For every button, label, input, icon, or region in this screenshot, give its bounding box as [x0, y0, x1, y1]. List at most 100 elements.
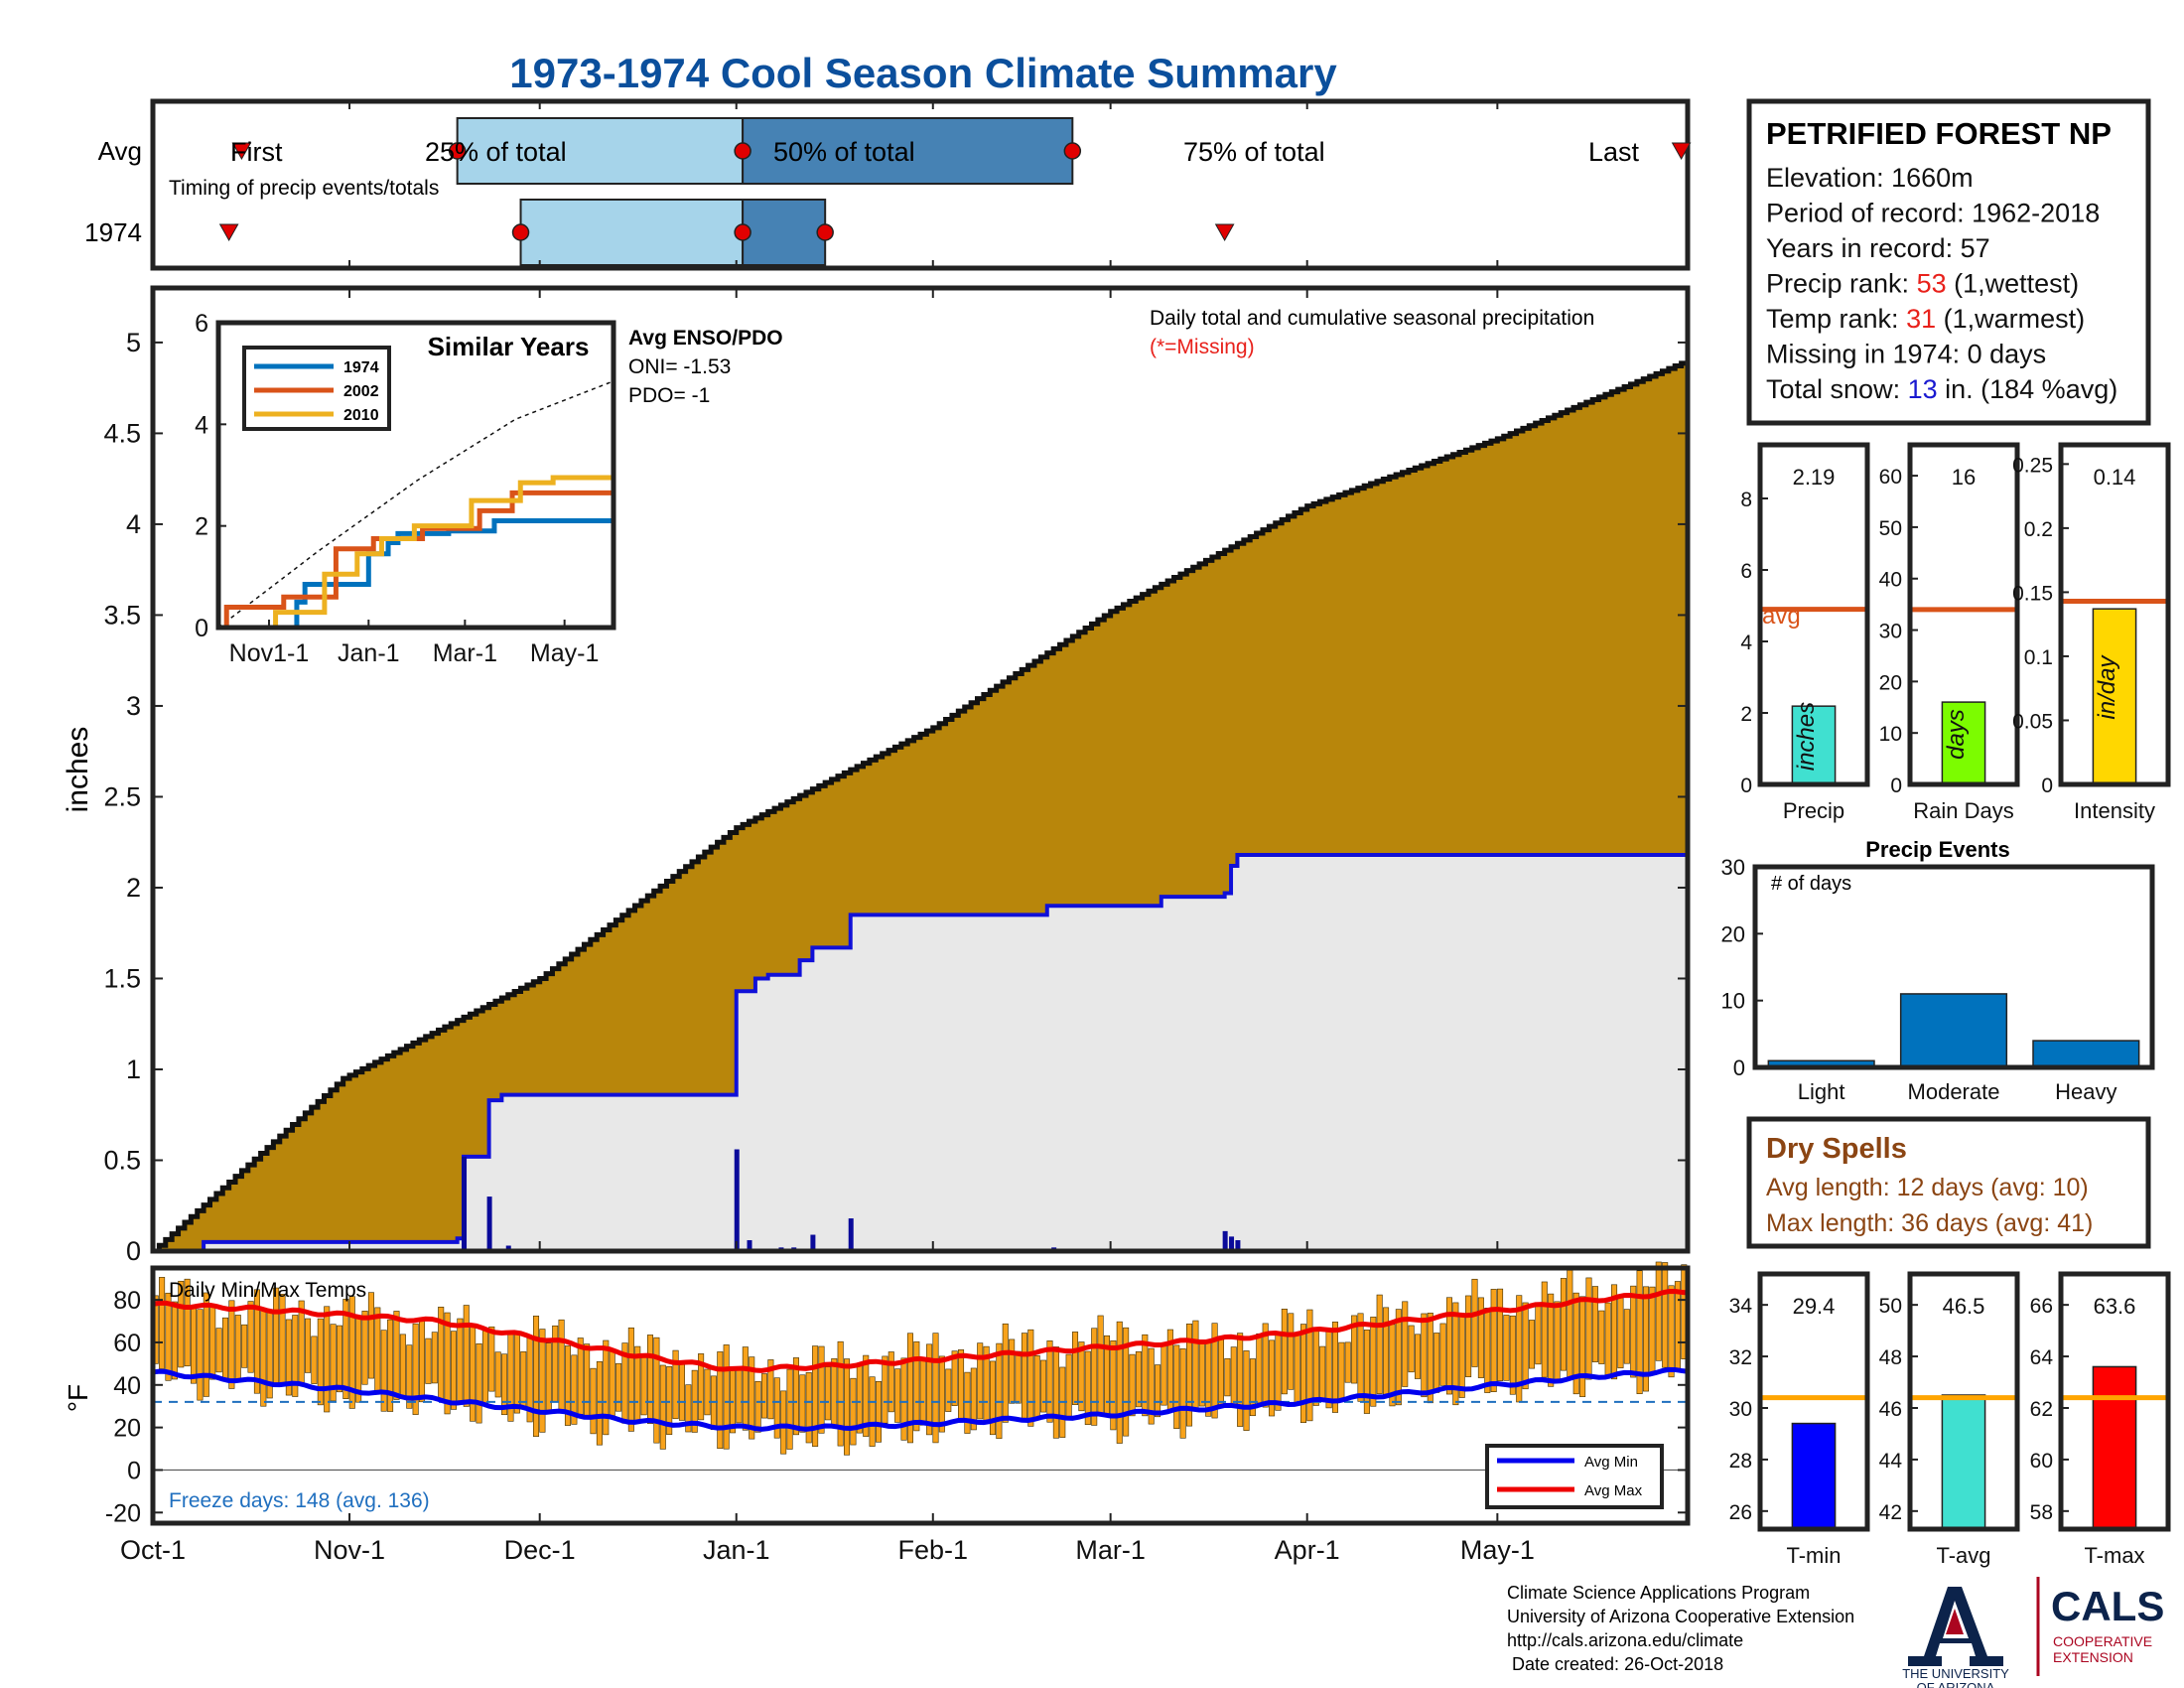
- intensity-title: Intensity: [2074, 798, 2155, 823]
- daily-temp-bar: [1458, 1315, 1465, 1398]
- daily-temp-bar: [1338, 1341, 1345, 1400]
- daily-temp-bar: [305, 1318, 312, 1373]
- daily-temp-bar: [754, 1380, 761, 1433]
- rain-days-title: Rain Days: [1913, 798, 2013, 823]
- daily-temp-bar: [1294, 1334, 1300, 1406]
- precip-events-panel: Precip Events Light Moderate Heavy0102030 …: [1721, 837, 2155, 1104]
- legend-label-avg-max: Avg Max: [1584, 1482, 1643, 1499]
- avg-p75-marker: [1063, 142, 1082, 160]
- t-max-panel: 58 60 62 64 66 63.6 T-max: [2030, 1271, 2171, 1568]
- daily-temp-bar: [603, 1339, 610, 1436]
- daily-temp-bar: [387, 1319, 394, 1412]
- daily-temp-bar: [1110, 1339, 1117, 1431]
- freeze-days-text: Freeze days: 148 (avg. 136): [169, 1489, 430, 1512]
- avg-p25-p50-box: [456, 117, 745, 185]
- daily-temp-bar: [856, 1363, 863, 1434]
- precip-total-unit-label: inches: [1793, 702, 1820, 771]
- daily-temp-bar: [1617, 1297, 1624, 1369]
- daily-temp-bar: [869, 1376, 876, 1447]
- daily-temp-bar: [932, 1333, 939, 1444]
- intensity-y-tick-label: 0.15: [2012, 582, 2053, 605]
- main-y-tick-label: 2.5: [103, 781, 141, 811]
- daily-temp-bar: [609, 1349, 615, 1416]
- t-min-frame: [1757, 1271, 1870, 1532]
- daily-temp-bar: [1560, 1278, 1567, 1371]
- daily-temp-bar: [380, 1330, 387, 1412]
- t-avg-bar: [1941, 1394, 1986, 1530]
- events-bar-moderate: [1899, 993, 2008, 1068]
- daily-temp-bar: [571, 1354, 578, 1425]
- t-max-value-label: 63.6: [2094, 1294, 2136, 1319]
- precip-total-value-label: 2.19: [1793, 465, 1836, 490]
- daily-temp-bar: [760, 1373, 768, 1419]
- daily-temp-bar: [894, 1368, 901, 1423]
- daily-temp-bar: [1572, 1292, 1579, 1395]
- daily-temp-bar: [1281, 1309, 1288, 1395]
- daily-temp-bar: [698, 1353, 705, 1421]
- daily-temp-bar: [234, 1315, 241, 1381]
- temp-y-tick-label: 20: [113, 1415, 141, 1443]
- daily-temp-bar: [1243, 1350, 1250, 1431]
- daily-precip-bar: [1229, 1236, 1235, 1251]
- inset-title: Similar Years: [428, 332, 590, 361]
- daily-temp-bar: [1135, 1350, 1142, 1408]
- daily-temp-bar: [900, 1357, 907, 1441]
- daily-temp-bar: [812, 1345, 819, 1447]
- t-avg-frame: [1907, 1271, 2020, 1532]
- main-y-tick-label: 1.5: [103, 963, 141, 993]
- daily-temp-bar: [945, 1368, 952, 1412]
- avg-p25-marker: [448, 142, 467, 160]
- daily-temp-bar: [640, 1353, 647, 1416]
- precip-total-y-tick-label: 2: [1740, 703, 1752, 726]
- daily-temp-bar: [887, 1351, 894, 1413]
- inset-legend: 1974 2002 2010: [242, 346, 391, 431]
- precip-total-y-tick-label: 8: [1740, 489, 1752, 511]
- daily-temp-bar: [1015, 1350, 1022, 1404]
- inset-x-tick-label: Jan-1: [338, 639, 400, 667]
- avg-last-triangle: [1671, 142, 1692, 161]
- daily-temp-bar: [767, 1359, 774, 1420]
- coop-ext-line-2: EXTENSION: [2053, 1649, 2133, 1665]
- daily-temp-bar: [1541, 1281, 1548, 1378]
- timing-row-avg-label: Avg: [98, 136, 142, 166]
- daily-temp-bar: [773, 1377, 780, 1439]
- daily-temp-bar: [926, 1343, 933, 1436]
- main-y-tick-label: 4: [126, 509, 141, 539]
- daily-temps-plot: [152, 1261, 1689, 1472]
- daily-temp-bar: [1072, 1332, 1079, 1405]
- ua-line-2: OF ARIZONA: [1917, 1680, 1995, 1688]
- daily-temp-bar: [494, 1351, 501, 1398]
- t-max-y-tick-label: 58: [2030, 1501, 2053, 1524]
- timing-25-label: 25% of total: [425, 137, 567, 167]
- daily-temp-bar: [1129, 1353, 1136, 1417]
- events-y-tick-label: 10: [1721, 989, 1745, 1014]
- daily-temp-bar: [584, 1343, 591, 1417]
- daily-temp-bar: [780, 1390, 787, 1455]
- legend-label-2010: 2010: [343, 407, 379, 424]
- t-min-bar: [1791, 1422, 1837, 1530]
- footer-line-1: Climate Science Applications Program: [1507, 1583, 1810, 1603]
- t-max-bar: [2092, 1365, 2137, 1530]
- daily-temp-bar: [215, 1328, 222, 1373]
- daily-temp-bar: [736, 1366, 743, 1424]
- daily-temp-bar: [1452, 1302, 1459, 1406]
- station-frame: [1746, 98, 2151, 426]
- t-min-title: T-min: [1787, 1543, 1842, 1568]
- daily-temp-bar: [1091, 1328, 1098, 1426]
- daily-temp-bar: [989, 1360, 997, 1436]
- daily-temp-bar: [1591, 1286, 1598, 1362]
- daily-temp-bar: [558, 1319, 565, 1413]
- station-line: Precip rank: 53 (1,wettest): [1766, 269, 2079, 299]
- season-1974-p50-marker: [734, 223, 751, 241]
- daily-temp-bar: [1065, 1353, 1072, 1420]
- daily-temp-bar: [1604, 1302, 1611, 1377]
- precip-total-y-tick-label: 4: [1740, 632, 1752, 654]
- daily-temp-bar: [476, 1342, 482, 1424]
- temp-y-tick-label: 0: [127, 1457, 141, 1484]
- daily-temp-bar: [875, 1380, 883, 1443]
- coop-ext-line-1: COOPERATIVE: [2053, 1633, 2152, 1649]
- daily-temp-bar: [1623, 1309, 1630, 1364]
- daily-temp-bar: [659, 1364, 666, 1450]
- daily-temp-bar: [209, 1304, 216, 1380]
